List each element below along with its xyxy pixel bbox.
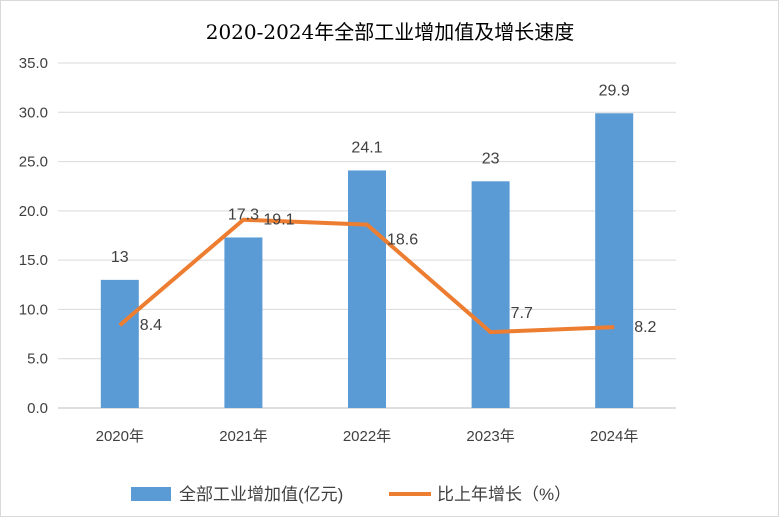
y-tick-label: 0.0: [27, 400, 48, 417]
x-tick-label: 2021年: [219, 428, 267, 445]
x-tick-label: 2023年: [466, 428, 514, 445]
x-tick-label: 2020年: [96, 428, 144, 445]
line-data-label: 18.6: [387, 232, 418, 249]
legend-bar-label: 全部工业增加值(亿元): [179, 485, 343, 504]
y-tick-label: 35.0: [19, 55, 48, 72]
bar-data-label: 23: [482, 150, 500, 167]
y-tick-label: 10.0: [19, 301, 48, 318]
bar: [472, 181, 510, 408]
chart-title: 2020-2024年全部工业增加值及增长速度: [206, 20, 575, 44]
bar-data-label: 29.9: [599, 82, 630, 99]
legend: 全部工业增加值(亿元) 比上年增长（%）: [131, 485, 571, 504]
legend-bar-swatch: [131, 487, 171, 501]
y-tick-label: 20.0: [19, 203, 48, 220]
legend-line-label: 比上年增长（%）: [437, 485, 571, 504]
bar: [101, 280, 139, 408]
line-data-label: 8.4: [140, 317, 162, 334]
x-tick-label: 2022年: [343, 428, 391, 445]
y-tick-label: 25.0: [19, 154, 48, 171]
y-tick-label: 30.0: [19, 104, 48, 121]
x-tick-label: 2024年: [590, 428, 638, 445]
bar-data-label: 24.1: [351, 139, 382, 156]
line-data-label: 8.2: [634, 319, 656, 336]
bar-data-label: 13: [111, 249, 129, 266]
y-tick-label: 5.0: [27, 351, 48, 368]
line-data-label: 19.1: [263, 212, 294, 229]
bar-data-label: 17.3: [228, 206, 259, 223]
bar: [348, 170, 386, 408]
line-data-label: 7.7: [511, 305, 533, 322]
y-tick-label: 15.0: [19, 252, 48, 269]
bar: [224, 237, 262, 408]
bar: [595, 113, 633, 408]
